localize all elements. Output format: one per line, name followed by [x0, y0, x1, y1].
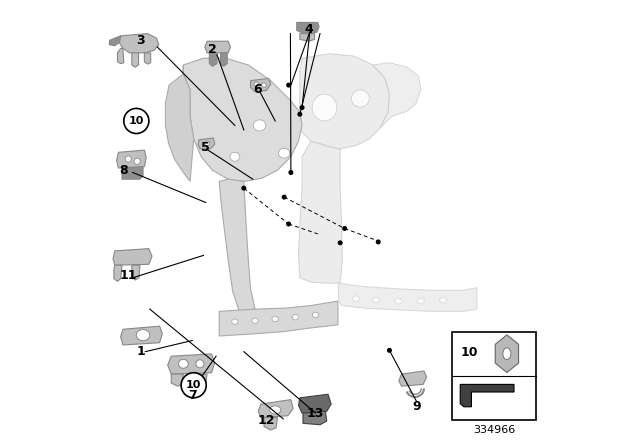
Ellipse shape: [298, 112, 301, 116]
Polygon shape: [298, 394, 332, 413]
Polygon shape: [145, 53, 150, 64]
Ellipse shape: [388, 349, 391, 352]
Ellipse shape: [376, 240, 380, 244]
Ellipse shape: [253, 120, 266, 131]
Circle shape: [124, 108, 149, 134]
Polygon shape: [297, 22, 319, 34]
Ellipse shape: [417, 298, 424, 304]
Ellipse shape: [343, 227, 346, 230]
Text: 7: 7: [188, 388, 196, 402]
Ellipse shape: [272, 316, 278, 322]
Ellipse shape: [352, 296, 360, 302]
Polygon shape: [338, 283, 477, 311]
Ellipse shape: [351, 90, 369, 107]
Ellipse shape: [125, 156, 131, 162]
Ellipse shape: [287, 222, 291, 226]
Polygon shape: [300, 34, 315, 41]
Ellipse shape: [196, 360, 204, 368]
Text: 10: 10: [129, 116, 144, 126]
Text: 334966: 334966: [473, 425, 515, 435]
Polygon shape: [109, 36, 121, 46]
Text: 1: 1: [136, 345, 145, 358]
Text: 4: 4: [305, 22, 313, 36]
Polygon shape: [165, 65, 194, 181]
Text: 13: 13: [307, 406, 324, 420]
Polygon shape: [220, 301, 338, 336]
Polygon shape: [194, 374, 207, 385]
Polygon shape: [114, 265, 122, 281]
Text: 5: 5: [202, 141, 210, 155]
Polygon shape: [205, 41, 230, 53]
Ellipse shape: [269, 406, 281, 414]
Polygon shape: [119, 34, 159, 53]
FancyBboxPatch shape: [452, 332, 536, 420]
Ellipse shape: [440, 297, 447, 303]
Ellipse shape: [262, 83, 266, 87]
Polygon shape: [399, 371, 427, 386]
Polygon shape: [121, 326, 163, 345]
Ellipse shape: [242, 186, 246, 190]
Ellipse shape: [232, 319, 238, 324]
Polygon shape: [373, 63, 421, 128]
Polygon shape: [460, 384, 514, 407]
Polygon shape: [220, 179, 255, 311]
Ellipse shape: [134, 158, 140, 164]
Polygon shape: [209, 53, 217, 66]
Ellipse shape: [312, 94, 337, 121]
Polygon shape: [298, 141, 342, 283]
Polygon shape: [118, 48, 124, 64]
Ellipse shape: [230, 152, 240, 161]
Ellipse shape: [395, 298, 402, 304]
Polygon shape: [198, 138, 215, 149]
Ellipse shape: [503, 348, 511, 359]
Text: 10: 10: [186, 380, 202, 390]
Polygon shape: [113, 249, 152, 265]
Polygon shape: [122, 167, 143, 179]
Text: 10: 10: [460, 346, 477, 359]
Text: 2: 2: [208, 43, 217, 56]
Polygon shape: [258, 400, 293, 418]
Polygon shape: [132, 53, 139, 67]
Text: 8: 8: [120, 164, 128, 177]
Ellipse shape: [300, 106, 304, 109]
Ellipse shape: [136, 330, 150, 340]
Polygon shape: [168, 354, 215, 374]
Polygon shape: [251, 78, 271, 92]
Polygon shape: [132, 265, 140, 280]
Text: 3: 3: [136, 34, 145, 47]
Polygon shape: [298, 54, 389, 149]
Ellipse shape: [312, 312, 319, 318]
Polygon shape: [495, 335, 518, 373]
Polygon shape: [303, 411, 327, 425]
Polygon shape: [221, 53, 227, 66]
Ellipse shape: [339, 241, 342, 245]
Polygon shape: [116, 150, 146, 168]
Text: 12: 12: [257, 414, 275, 427]
Ellipse shape: [292, 314, 298, 320]
Ellipse shape: [278, 148, 290, 158]
Text: 9: 9: [412, 400, 420, 414]
Ellipse shape: [204, 141, 210, 146]
Ellipse shape: [287, 83, 291, 87]
Ellipse shape: [179, 359, 188, 368]
Ellipse shape: [372, 297, 380, 303]
Text: 6: 6: [253, 83, 262, 96]
Polygon shape: [264, 418, 278, 430]
Ellipse shape: [282, 195, 286, 199]
Text: 11: 11: [120, 269, 137, 282]
Ellipse shape: [252, 318, 258, 323]
Polygon shape: [172, 374, 184, 386]
Polygon shape: [184, 58, 302, 181]
Circle shape: [181, 373, 206, 398]
Ellipse shape: [289, 171, 292, 174]
Ellipse shape: [254, 82, 259, 86]
